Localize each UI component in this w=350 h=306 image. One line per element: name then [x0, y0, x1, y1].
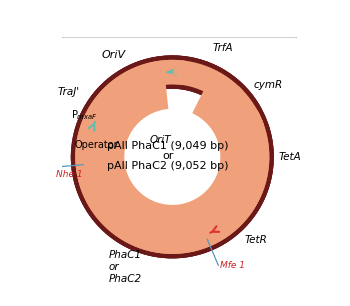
Text: cymR: cymR: [254, 80, 283, 90]
Text: TraJ': TraJ': [57, 87, 79, 97]
Text: pAll PhaC2 (9,052 bp): pAll PhaC2 (9,052 bp): [107, 161, 228, 171]
Text: P$_{\mathit{mxaF}}$: P$_{\mathit{mxaF}}$: [71, 108, 98, 122]
Text: TrfA: TrfA: [213, 43, 233, 53]
Text: OriT: OriT: [150, 135, 171, 144]
Text: TetA: TetA: [279, 152, 301, 162]
Text: OriV: OriV: [102, 50, 125, 60]
Text: or: or: [162, 151, 173, 161]
Text: pAll PhaC1 (9,049 bp): pAll PhaC1 (9,049 bp): [107, 141, 228, 151]
Text: Nhe 1: Nhe 1: [56, 170, 83, 178]
Text: TetR: TetR: [244, 235, 267, 245]
FancyBboxPatch shape: [59, 37, 300, 275]
Text: Operator: Operator: [74, 140, 118, 150]
Text: PhaC1
or
PhaC2: PhaC1 or PhaC2: [109, 250, 142, 285]
Text: Mfe 1: Mfe 1: [219, 261, 245, 270]
